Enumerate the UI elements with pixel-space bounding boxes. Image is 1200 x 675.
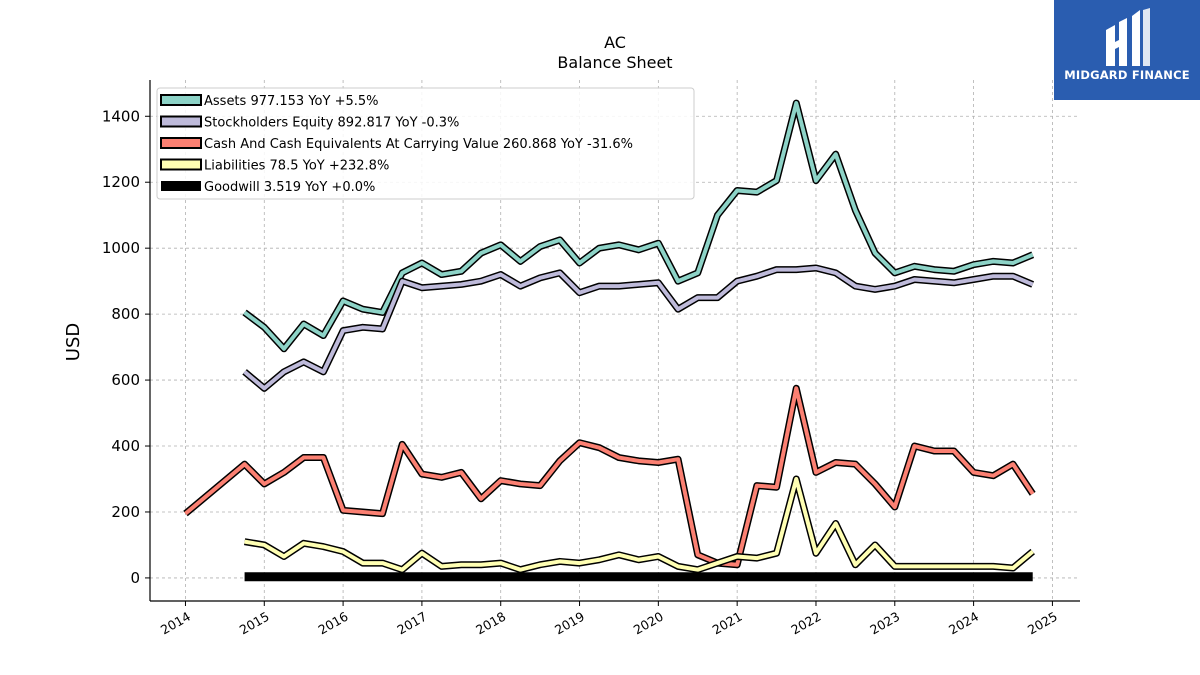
legend-swatch bbox=[160, 115, 202, 128]
legend-entry: Stockholders Equity 892.817 YoY -0.3% bbox=[204, 116, 459, 131]
series-assets bbox=[242, 99, 1035, 353]
y-tick-label: 800 bbox=[111, 305, 140, 323]
logo-mark-icon bbox=[1106, 8, 1150, 66]
series-line bbox=[243, 265, 1034, 391]
y-tick-label: 400 bbox=[111, 437, 140, 455]
logo-text: MIDGARD FINANCE bbox=[1064, 68, 1190, 82]
legend: Assets 977.153 YoY +5.5% Stockholders Equ… bbox=[156, 87, 695, 200]
series-cash-and-cash-equivalents-at-carrying-value bbox=[183, 384, 1036, 569]
legend-swatch bbox=[160, 137, 202, 149]
chart-title: AC bbox=[604, 33, 626, 52]
series-liabilities bbox=[244, 475, 1035, 574]
series-line bbox=[244, 476, 1034, 572]
legend-swatch bbox=[160, 94, 202, 106]
legend-box bbox=[156, 87, 695, 200]
y-tick-label: 600 bbox=[111, 371, 140, 389]
y-tick-label: 0 bbox=[130, 569, 140, 587]
series-lines bbox=[183, 99, 1036, 582]
chart-subtitle: Balance Sheet bbox=[557, 53, 672, 72]
legend-entry: Cash And Cash Equivalents At Carrying Va… bbox=[204, 137, 633, 152]
y-tick-label: 1200 bbox=[102, 173, 140, 191]
midgard-finance-logo: MIDGARD FINANCE bbox=[1054, 0, 1200, 100]
series-stockholders-equity bbox=[242, 264, 1035, 392]
y-tick-label: 200 bbox=[111, 503, 140, 521]
y-axis-label: USD bbox=[63, 323, 84, 361]
legend-swatch bbox=[161, 181, 201, 191]
legend-swatch bbox=[160, 158, 202, 171]
legend-entry: Assets 977.153 YoY +5.5% bbox=[204, 94, 379, 109]
legend-entry: Goodwill 3.519 YoY +0.0% bbox=[204, 180, 375, 195]
legend-entry: Liabilities 78.5 YoY +232.8% bbox=[204, 159, 389, 174]
y-tick-label: 1000 bbox=[102, 239, 140, 257]
y-tick-label: 1400 bbox=[102, 107, 140, 125]
series-line bbox=[243, 101, 1034, 351]
series-line bbox=[184, 386, 1035, 567]
